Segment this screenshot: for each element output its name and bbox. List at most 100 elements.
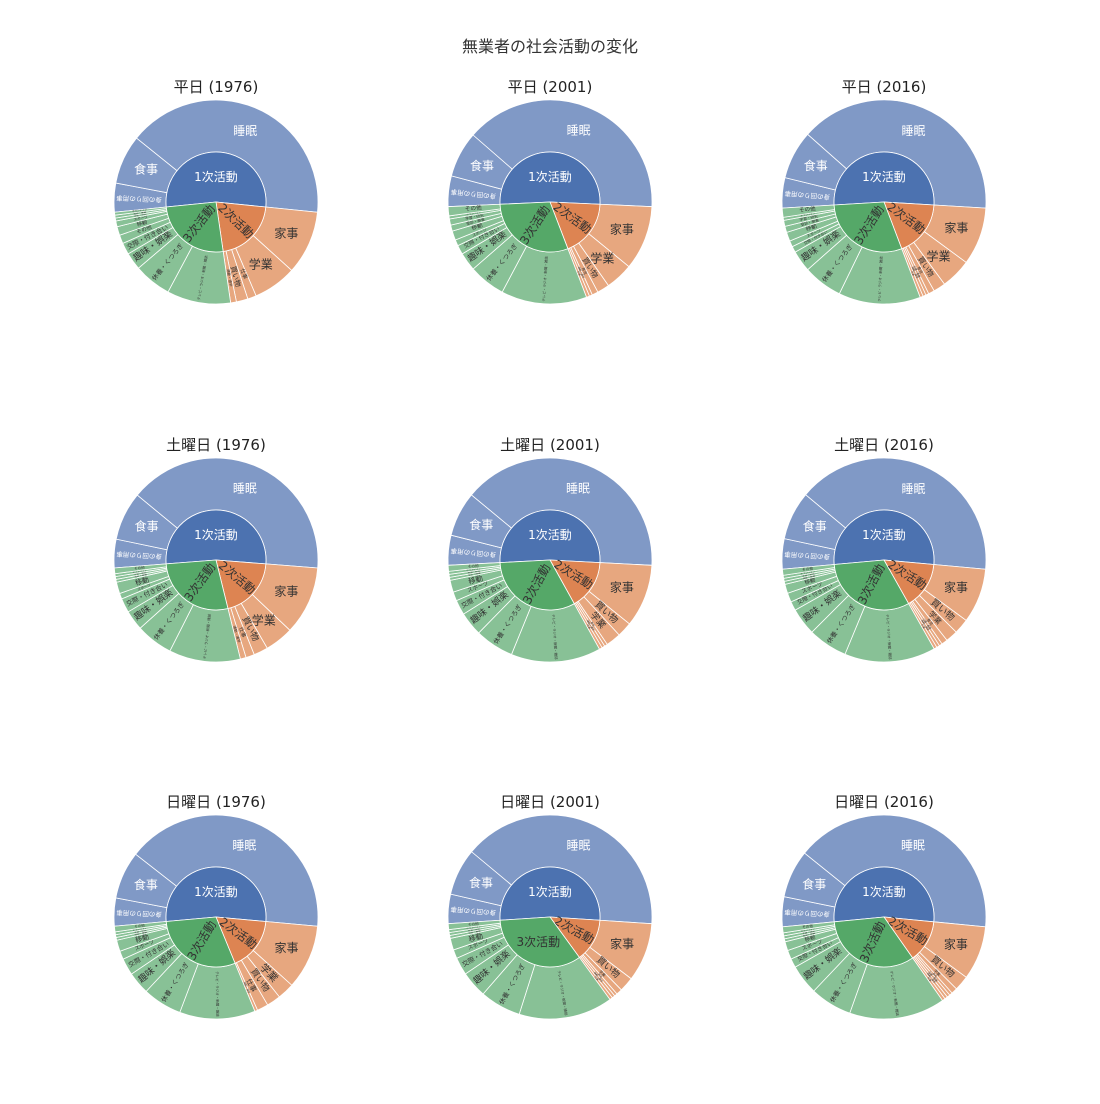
label-家事: 家事 (610, 579, 634, 594)
segment-1次活動[interactable] (165, 866, 267, 922)
sunburst-7: 日曜日 (2001)身の回りの用事食事睡眠1次活動家事買い物学業育児通勤・通学仕… (447, 793, 653, 1020)
label-ボランティア: ボランティア (132, 568, 148, 574)
segment-3次活動[interactable] (165, 559, 229, 611)
label-移動: 移動 (468, 931, 484, 944)
label-育児: 育児 (581, 266, 589, 275)
label-通勤・通学: 通勤・通学 (577, 266, 586, 280)
label-睡眠: 睡眠 (233, 124, 257, 138)
label-ボランティア: ボランティア (132, 207, 148, 213)
chart-title: 平日 (2001) (508, 78, 593, 96)
label-学習・研究: 学習・研究 (465, 212, 485, 221)
label-テレビ・ラジオ・新聞・雑誌: テレビ・ラジオ・新聞・雑誌 (202, 613, 212, 659)
label-通勤・通学: 通勤・通学 (586, 619, 596, 632)
label-学業: 学業 (598, 969, 607, 978)
label-学習・研究: 学習・研究 (134, 212, 147, 218)
label-通勤・通学: 通勤・通学 (242, 981, 251, 995)
label-学業: 学業 (926, 248, 950, 263)
label-学習・研究: 学習・研究 (467, 926, 480, 932)
segment-1次活動[interactable] (833, 509, 935, 565)
segment-2次活動[interactable] (549, 201, 601, 250)
label-スポーツ: スポーツ (806, 228, 822, 239)
label-睡眠: 睡眠 (901, 124, 925, 138)
label-学業: 学業 (249, 257, 273, 272)
segment-3次活動[interactable] (833, 916, 914, 968)
label-食事: 食事 (803, 518, 827, 533)
segment-2次活動[interactable] (215, 559, 267, 610)
label-1次活動: 1次活動 (528, 885, 572, 899)
label-身の回りの用事: 身の回りの用事 (784, 550, 830, 562)
segment-3次活動[interactable] (833, 559, 910, 611)
label-ボランティア: ボランティア (800, 926, 816, 933)
label-その他: その他 (134, 922, 145, 928)
label-移動: 移動 (467, 574, 483, 586)
segment-3次活動[interactable] (499, 916, 580, 968)
label-睡眠: 睡眠 (567, 838, 591, 852)
label-仕事: 仕事 (920, 623, 926, 630)
label-学業: 学業 (590, 250, 614, 265)
label-その他: その他 (134, 565, 145, 571)
sunburst-6: 日曜日 (1976)身の回りの用事食事睡眠1次活動家事学業買い物仕事通勤・通学2… (113, 793, 319, 1020)
label-1次活動: 1次活動 (862, 885, 906, 899)
label-育児: 育児 (926, 617, 935, 626)
label-家事: 家事 (610, 222, 634, 237)
label-通勤・通学: 通勤・通学 (920, 619, 930, 632)
segment-1次活動[interactable] (165, 509, 267, 565)
label-学業: 学業 (933, 968, 942, 977)
label-受診・療養: 受診・療養 (134, 930, 148, 937)
label-1次活動: 1次活動 (528, 528, 572, 542)
segment-2次活動[interactable] (215, 201, 267, 252)
label-育児: 育児 (932, 972, 939, 979)
label-ボランティア: ボランティア (132, 926, 148, 932)
chart-title: 日曜日 (1976) (166, 793, 266, 811)
chart-title: 日曜日 (2016) (834, 793, 934, 811)
segment-1次活動[interactable] (499, 866, 601, 921)
label-睡眠: 睡眠 (233, 482, 257, 496)
label-受診・療養: 受診・療養 (133, 210, 146, 216)
label-その他: その他 (802, 566, 814, 572)
segment-3次活動[interactable] (499, 201, 569, 253)
segment-2次活動[interactable] (883, 559, 935, 605)
segment-1次活動[interactable] (165, 151, 267, 208)
label-食事: 食事 (804, 158, 828, 173)
segment-2次活動[interactable] (549, 559, 601, 605)
label-食事: 食事 (134, 877, 158, 892)
sunburst-4: 土曜日 (2001)身の回りの用事食事睡眠1次活動家事買い物学業育児通勤・通学仕… (447, 436, 653, 663)
label-その他: その他 (799, 204, 817, 214)
label-スポーツ: スポーツ (133, 214, 148, 222)
segment-1次活動[interactable] (499, 509, 601, 564)
label-睡眠: 睡眠 (566, 481, 590, 495)
segment-3次活動[interactable] (165, 916, 236, 968)
segment-3次活動[interactable] (499, 559, 575, 611)
label-その他: その他 (468, 921, 480, 927)
label-家事: 家事 (944, 936, 968, 951)
segment-3次活動[interactable] (165, 201, 224, 253)
label-仕事: 仕事 (926, 976, 932, 983)
chart-title: 土曜日 (1976) (166, 436, 266, 454)
label-育児: 育児 (590, 621, 596, 628)
label-通勤・通学: 通勤・通学 (593, 971, 604, 984)
label-食事: 食事 (470, 158, 494, 173)
label-受診・療養: 受診・療養 (468, 571, 482, 577)
segment-1次活動[interactable] (833, 866, 935, 923)
label-受診・療養: 受診・療養 (468, 928, 482, 934)
label-1次活動: 1次活動 (528, 170, 572, 184)
label-1次活動: 1次活動 (862, 170, 906, 184)
label-仕事: 仕事 (238, 267, 249, 280)
chart-title: 土曜日 (2016) (834, 436, 934, 454)
label-1次活動: 1次活動 (194, 528, 238, 542)
segment-2次活動[interactable] (883, 201, 935, 250)
label-スポーツ: スポーツ (471, 227, 487, 238)
segment-3次活動[interactable] (833, 201, 903, 253)
label-家事: 家事 (944, 220, 968, 235)
label-仕事: 仕事 (576, 270, 582, 277)
label-移動: 移動 (805, 221, 819, 232)
chart-title: 平日 (2016) (842, 78, 927, 96)
label-通勤・通学: 通勤・通学 (232, 625, 242, 644)
segment-1次活動[interactable] (499, 151, 601, 205)
segment-2次活動[interactable] (215, 916, 267, 964)
label-仕事: 仕事 (237, 626, 248, 639)
sunburst-3: 土曜日 (1976)身の回りの用事食事睡眠1次活動家事学業買い物仕事通勤・通学2… (113, 436, 319, 663)
label-3次活動: 3次活動 (517, 935, 561, 949)
label-仕事: 仕事 (593, 975, 599, 982)
segment-1次活動[interactable] (833, 151, 935, 206)
